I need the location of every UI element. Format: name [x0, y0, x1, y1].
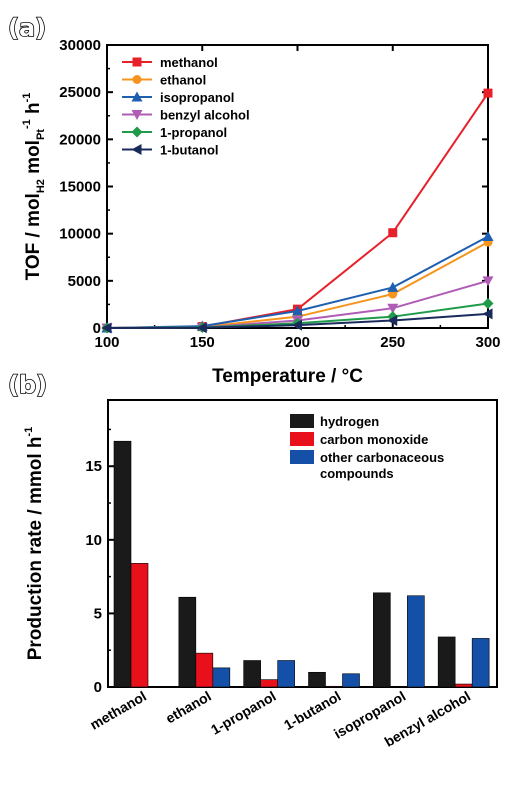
- bar-hydrogen-isopropanol: [373, 592, 391, 688]
- bar-other-carbonaceous-benzyl-alcohol: [471, 638, 490, 688]
- legend-label-carbon-monoxide: carbon monoxide: [320, 432, 428, 447]
- data-point-1-propanol: [482, 297, 494, 309]
- data-point-methanol: [388, 228, 398, 238]
- bar-hydrogen-1-propanol: [243, 660, 261, 688]
- legend-b: hydrogen carbon monoxide other carbonaceou…: [290, 414, 444, 481]
- data-point-1-butanol: [482, 308, 493, 320]
- y-title-sup: -1: [21, 119, 33, 129]
- y-tick-label-a: 15000: [59, 179, 101, 196]
- legend-marker-1-propanol: [131, 126, 143, 138]
- series-1-butanol: [101, 308, 493, 334]
- bar-other-carbonaceous-1-butanol: [342, 673, 360, 688]
- legend-label-1-propanol: 1-propanol: [160, 125, 227, 140]
- bar-other-carbonaceous-ethanol: [212, 667, 231, 688]
- legend-label-ethanol: ethanol: [160, 73, 206, 88]
- category-label-1-propanol: 1-propanol: [208, 688, 279, 738]
- legend-swatch-other-carbonaceous: [290, 450, 314, 464]
- y-tick-label-b: 10: [85, 532, 102, 549]
- legend-swatch-hydrogen: [290, 414, 314, 428]
- bar-hydrogen-methanol: [113, 440, 132, 688]
- data-point-1-butanol: [387, 314, 398, 326]
- bar-carbon-monoxide-benzyl-alcohol: [454, 683, 473, 688]
- y-title-part: h: [23, 102, 44, 119]
- bar-hydrogen-ethanol: [178, 596, 197, 688]
- legend-label-isopropanol: isopropanol: [160, 90, 234, 105]
- data-point-1-butanol: [101, 322, 112, 334]
- y-title-part: mol: [23, 140, 44, 179]
- data-point-1-butanol: [196, 322, 207, 334]
- y-tick-label-b: 15: [85, 458, 102, 475]
- y-title-sup: -1: [23, 427, 35, 437]
- y-tick-label-a: 5000: [68, 273, 101, 290]
- y-title-part: TOF / mol: [23, 193, 44, 280]
- legend-marker-isopropanol: [131, 91, 143, 102]
- legend-label-other-carbonaceous: other carbonaceous: [320, 450, 444, 465]
- y-tick-label-b: 5: [94, 605, 102, 622]
- legend-marker-ethanol: [132, 75, 142, 84]
- x-tick-label-a: 100: [94, 334, 119, 351]
- data-point-isopropanol: [387, 281, 399, 292]
- x-tick-label-a: 300: [475, 334, 500, 351]
- legend-marker-benzyl-alcohol: [131, 110, 143, 120]
- x-tick-label-a: 250: [380, 334, 405, 351]
- legend-label-other-carbonaceous-line2: compounds: [320, 466, 394, 481]
- panel-a-label: (a): [8, 14, 46, 42]
- bar-hydrogen-1-butanol: [308, 671, 326, 688]
- legend-label-1-butanol: 1-butanol: [160, 143, 219, 158]
- bar-hydrogen-benzyl-alcohol: [437, 636, 456, 688]
- legend-marker-methanol: [132, 57, 142, 67]
- x-tick-label-a: 150: [190, 334, 215, 351]
- data-point-benzyl-alcohol: [387, 303, 399, 314]
- y-axis-title-a: TOF / molH2 molPt-1 h-1: [21, 93, 47, 281]
- bar-carbon-monoxide-1-butanol: [325, 685, 343, 688]
- category-label-ethanol: ethanol: [163, 688, 214, 727]
- bar-carbon-monoxide-1-propanol: [260, 679, 278, 688]
- panel-b-label: (b): [8, 371, 47, 399]
- y-tick-label-a: 30000: [59, 37, 101, 54]
- legend-label-methanol: methanol: [160, 55, 218, 70]
- legend-marker-1-butanol: [131, 144, 142, 155]
- y-title-part: Production rate / mmol h: [25, 436, 46, 660]
- data-point-1-butanol: [292, 319, 302, 331]
- bar-other-carbonaceous-isopropanol: [407, 595, 425, 688]
- data-point-isopropanol: [482, 230, 494, 241]
- bar-carbon-monoxide-methanol: [130, 563, 149, 688]
- legend-label-hydrogen: hydrogen: [320, 414, 379, 429]
- y-title-sup: -1: [21, 93, 33, 103]
- y-title-sub: H2: [35, 179, 47, 193]
- data-point-methanol: [483, 88, 493, 98]
- y-tick-label-a: 25000: [59, 84, 101, 101]
- legend-swatch-carbon-monoxide: [290, 432, 314, 446]
- x-tick-label-a: 200: [285, 334, 310, 351]
- category-ethanol: ethanol: [163, 596, 231, 727]
- x-axis-title-a: Temperature / °C: [212, 366, 363, 387]
- y-title-sub: Pt: [35, 129, 47, 140]
- y-tick-label-a: 10000: [59, 226, 101, 243]
- data-point-benzyl-alcohol: [482, 276, 494, 287]
- data-point-isopropanol: [292, 305, 303, 316]
- y-tick-label-b: 0: [94, 679, 102, 696]
- legend-a: methanol ethanol isopropanol benzyl alcohol…: [122, 55, 250, 158]
- y-axis-title-b: Production rate / mmol h-1: [23, 427, 46, 661]
- legend-label-benzyl-alcohol: benzyl alcohol: [160, 108, 250, 123]
- line-chart-a: 0 5000 10000 15000 20000 25000 30000 100 150 200 2…: [21, 37, 501, 387]
- bar-carbon-monoxide-ethanol: [195, 652, 214, 688]
- y-tick-label-a: 20000: [59, 131, 101, 148]
- plot-frame-b: [107, 399, 498, 688]
- bar-other-carbonaceous-1-propanol: [277, 660, 295, 688]
- y-tick-label-a: 0: [93, 320, 101, 337]
